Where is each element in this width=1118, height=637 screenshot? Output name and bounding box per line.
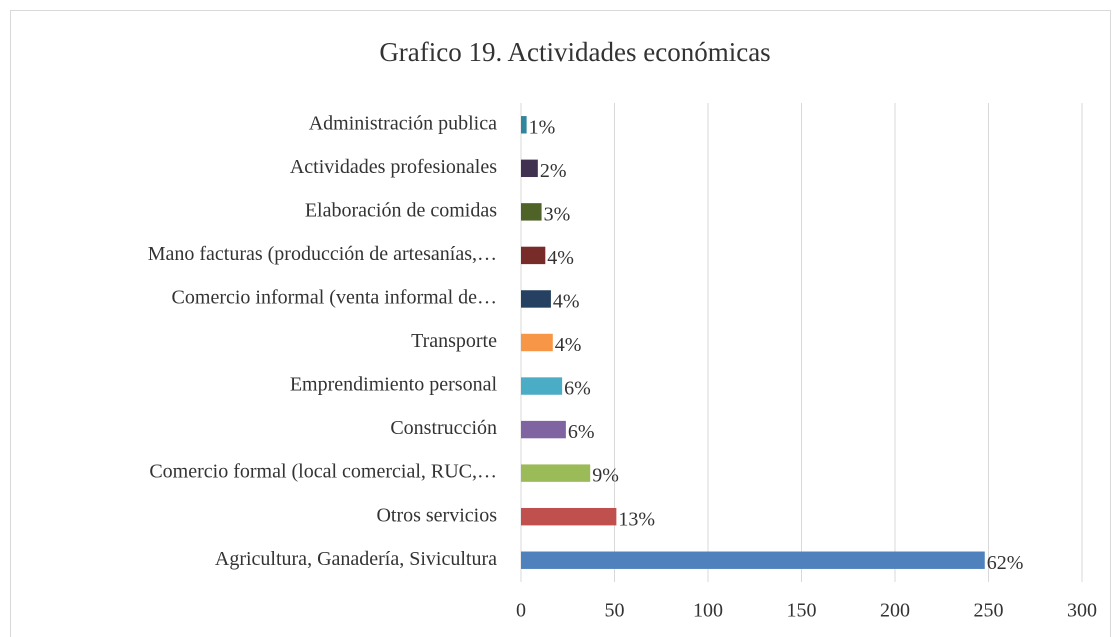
data-label: 9% <box>592 465 619 487</box>
y-tick-label: Emprendimiento personal <box>290 374 498 396</box>
data-label: 4% <box>553 291 580 313</box>
data-label: 6% <box>568 421 595 443</box>
bar <box>521 246 546 265</box>
y-tick-label: Mano facturas (producción de artesanías,… <box>148 243 497 265</box>
data-label: 2% <box>540 160 567 182</box>
y-tick-label: Agricultura, Ganadería, Sivicultura <box>215 548 497 570</box>
bar <box>521 333 553 352</box>
chart-frame <box>10 10 1111 637</box>
bar <box>521 420 566 439</box>
x-tick-label: 50 <box>605 600 625 622</box>
x-tick-label: 100 <box>693 600 723 622</box>
bar <box>521 116 527 134</box>
bar <box>521 203 542 221</box>
x-tick-label: 300 <box>1067 600 1097 622</box>
data-label: 6% <box>564 378 591 400</box>
data-label: 62% <box>987 552 1024 574</box>
data-label: 3% <box>544 203 571 225</box>
y-tick-label: Comercio formal (local comercial, RUC,… <box>149 461 497 483</box>
bar <box>521 377 563 395</box>
x-tick-label: 150 <box>787 600 817 622</box>
bar <box>521 290 551 308</box>
y-tick-label: Otros servicios <box>376 504 497 526</box>
y-tick-label: Construcción <box>390 417 497 439</box>
bar <box>521 551 985 569</box>
bar <box>521 507 617 526</box>
bar <box>521 159 538 178</box>
y-tick-label: Comercio informal (venta informal de… <box>172 287 497 309</box>
chart-title: Grafico 19. Actividades económicas <box>379 37 770 67</box>
bar <box>521 464 591 482</box>
x-tick-label: 200 <box>880 600 910 622</box>
x-tick-label: 0 <box>516 600 526 622</box>
y-tick-label: Transporte <box>411 330 497 352</box>
data-label: 1% <box>529 116 556 138</box>
data-label: 13% <box>618 508 655 530</box>
data-label: 4% <box>547 247 574 269</box>
y-tick-label: Actividades profesionales <box>290 156 497 178</box>
y-tick-label: Administración publica <box>309 112 497 134</box>
data-label: 4% <box>555 334 582 356</box>
x-tick-label: 250 <box>974 600 1004 622</box>
y-tick-label: Elaboración de comidas <box>305 199 497 221</box>
